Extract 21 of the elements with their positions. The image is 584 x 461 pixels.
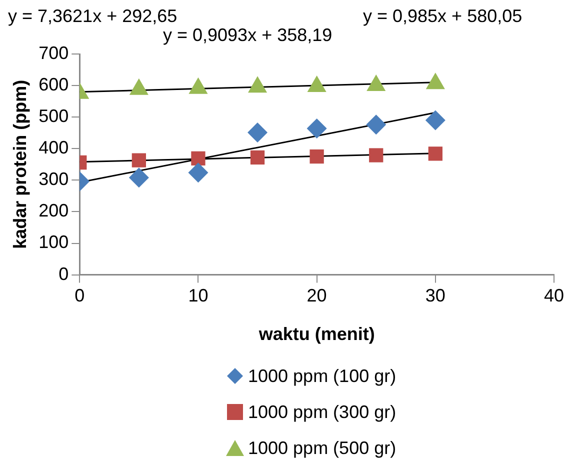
x-tick-label: 10 (188, 286, 208, 306)
y-tick-label: 600 (38, 74, 69, 95)
x-tick-label: 0 (74, 286, 85, 306)
x-axis-title: waktu (menit) (258, 324, 375, 344)
y-tick-label: 200 (38, 200, 69, 221)
y-tick-label: 400 (38, 138, 69, 158)
legend-label: 1000 ppm (300 gr) (248, 402, 396, 422)
text: y = 0,985x + 580,05 (363, 6, 522, 27)
text: y = 0,9093x + 358,19 (163, 25, 332, 46)
x-tick-label: 20 (306, 286, 327, 306)
x-tick-label: 40 (544, 286, 564, 306)
y-axis-title: kadar protein (ppm) (10, 80, 30, 249)
legend-label: 1000 ppm (100 gr) (248, 366, 396, 386)
x-tick-label: 30 (425, 286, 446, 306)
y-tick-label: 300 (38, 169, 69, 190)
legend-label: 1000 ppm (500 gr) (248, 438, 396, 458)
text: y = 7,3621x + 292,65 (8, 6, 178, 27)
y-tick-label: 700 (38, 42, 69, 63)
y-tick-label: 100 (38, 232, 69, 252)
y-tick-label: 0 (58, 264, 69, 284)
y-tick-label: 500 (38, 106, 69, 126)
